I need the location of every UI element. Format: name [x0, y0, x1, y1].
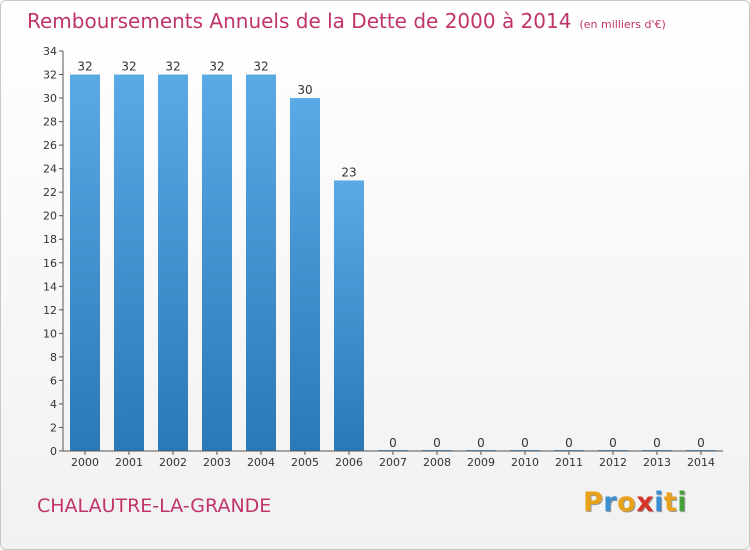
data-label-2011: 0: [565, 436, 573, 450]
logo-letter: o: [617, 487, 637, 518]
y-tick-label-34: 34: [43, 45, 57, 58]
x-tick-label-2007: 2007: [379, 456, 407, 469]
x-tick-label-2012: 2012: [599, 456, 627, 469]
data-label-2001: 32: [121, 60, 136, 74]
y-tick-label-8: 8: [50, 351, 57, 364]
bar-2000: [70, 74, 100, 451]
y-tick-label-4: 4: [50, 398, 57, 411]
commune-name: CHALAUTRE-LA-GRANDE: [37, 495, 272, 517]
data-label-2013: 0: [653, 436, 661, 450]
bar-2003: [202, 74, 232, 451]
logo-letter: P: [583, 487, 604, 518]
logo-letter: r: [603, 487, 618, 518]
y-tick-label-28: 28: [43, 116, 57, 129]
axes-group: 2000 2001 2002 2003 2004 2005 2006 2007 2008 2009…: [43, 45, 723, 469]
x-tick-label-2000: 2000: [71, 456, 99, 469]
data-label-2009: 0: [477, 436, 485, 450]
logo-letter: t: [663, 487, 678, 518]
logo-letter: i: [677, 487, 688, 518]
logo-letter: x: [636, 487, 655, 518]
y-tick-label-6: 6: [50, 374, 57, 387]
bar-2004: [246, 74, 276, 451]
y-tick-label-12: 12: [43, 304, 57, 317]
y-tick-label-30: 30: [43, 92, 57, 105]
y-tick-label-24: 24: [43, 163, 57, 176]
data-label-2007: 0: [389, 436, 397, 450]
x-tick-label-2014: 2014: [687, 456, 715, 469]
y-tick-label-10: 10: [43, 327, 57, 340]
y-tick-label-20: 20: [43, 210, 57, 223]
data-label-2002: 32: [165, 60, 180, 74]
data-label-2012: 0: [609, 436, 617, 450]
data-label-2014: 0: [697, 436, 705, 450]
data-label-2010: 0: [521, 436, 529, 450]
x-tick-label-2011: 2011: [555, 456, 583, 469]
proxiti-logo: Proxiti: [583, 487, 687, 518]
chart-unit: (en milliers d'€): [579, 18, 666, 31]
y-tick-label-0: 0: [50, 445, 57, 458]
y-tick-label-14: 14: [43, 280, 57, 293]
y-tick-label-18: 18: [43, 233, 57, 246]
x-tick-label-2008: 2008: [423, 456, 451, 469]
y-tick-label-26: 26: [43, 139, 57, 152]
data-label-2004: 32: [253, 60, 268, 74]
y-tick-label-2: 2: [50, 421, 57, 434]
bar-2005: [290, 98, 320, 451]
x-tick-label-2010: 2010: [511, 456, 539, 469]
y-tick-label-22: 22: [43, 186, 57, 199]
x-tick-label-2006: 2006: [335, 456, 363, 469]
x-tick-label-2005: 2005: [291, 456, 319, 469]
bar-2001: [114, 74, 144, 451]
x-tick-label-2003: 2003: [203, 456, 231, 469]
x-tick-label-2004: 2004: [247, 456, 275, 469]
data-label-2005: 30: [297, 83, 312, 97]
bar-2006: [334, 180, 364, 452]
chart-title-text: Remboursements Annuels de la Dette de 20…: [27, 9, 572, 33]
x-tick-label-2009: 2009: [467, 456, 495, 469]
data-label-2006: 23: [341, 165, 356, 179]
data-label-2003: 32: [209, 60, 224, 74]
chart-title: Remboursements Annuels de la Dette de 20…: [27, 9, 666, 33]
data-label-2000: 32: [77, 60, 92, 74]
y-tick-label-32: 32: [43, 69, 57, 82]
y-tick-label-16: 16: [43, 257, 57, 270]
x-tick-label-2001: 2001: [115, 456, 143, 469]
bars-group: 32 32 32 32 32 30 23 0 0 0 0 0 0 0 0: [70, 60, 716, 452]
x-tick-label-2013: 2013: [643, 456, 671, 469]
data-label-2008: 0: [433, 436, 441, 450]
logo-letter: i: [654, 487, 664, 518]
x-tick-label-2002: 2002: [159, 456, 187, 469]
bar-2002: [158, 74, 188, 451]
